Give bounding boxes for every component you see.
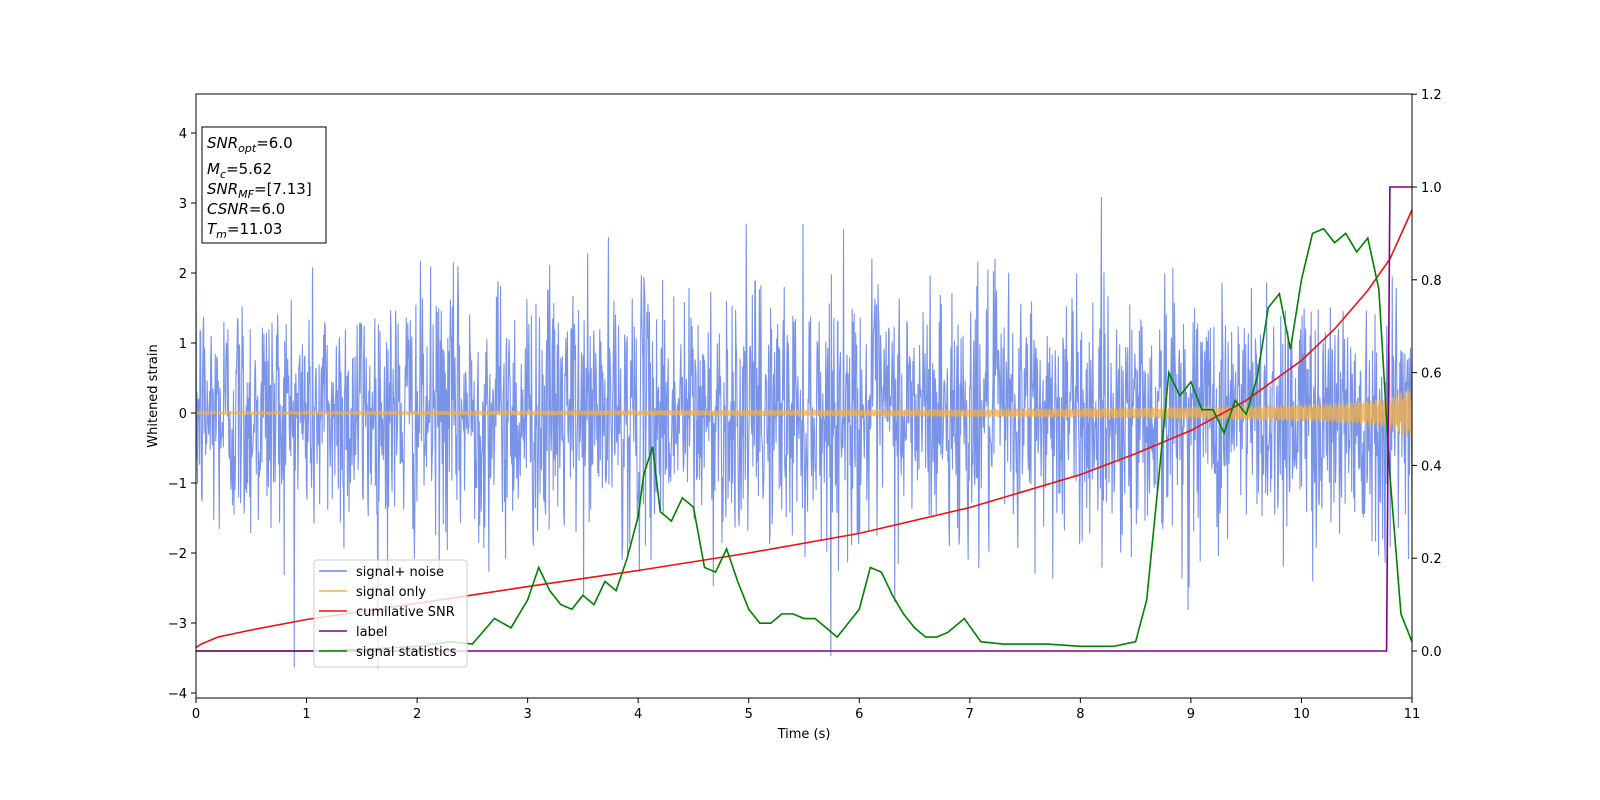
- y2-tick-label: 1.0: [1421, 181, 1442, 196]
- y-tick-label: 2: [179, 267, 187, 282]
- x-tick-label: 2: [413, 707, 421, 722]
- x-tick-label: 7: [966, 707, 974, 722]
- y2-tick-label: 0.4: [1421, 459, 1442, 474]
- y-axis-label: Whitened strain: [146, 344, 161, 447]
- signal-noise-line: [196, 196, 1412, 669]
- x-tick-label: 5: [745, 707, 753, 722]
- x-tick-label: 11: [1404, 707, 1421, 722]
- info-csnr: CSNR=6.0: [207, 200, 285, 218]
- y-tick-label: 3: [179, 197, 187, 212]
- info-box-frame: [201, 126, 327, 244]
- x-tick-label: 8: [1076, 707, 1084, 722]
- plot-area: [196, 186, 1412, 669]
- x-axis-label: Time (s): [777, 727, 831, 742]
- legend-item: label: [319, 625, 387, 640]
- y-axis-left: −4 −3 −2 −1 0 1 2 3 4: [168, 127, 196, 702]
- y2-tick-label: 0.8: [1421, 274, 1442, 289]
- signal-only-line: [196, 388, 1412, 438]
- axes-frame: [195, 93, 1413, 699]
- y2-tick-label: 0.2: [1421, 552, 1442, 567]
- legend-label: signal+ noise: [356, 565, 444, 580]
- signal-noise-series: [196, 196, 1412, 669]
- y2-tick-label: 1.2: [1421, 88, 1442, 103]
- x-tick-label: 3: [523, 707, 531, 722]
- legend-item: cumilative SNR: [319, 605, 455, 620]
- legend-item: signal+ noise: [319, 565, 444, 580]
- y-tick-label: −2: [168, 547, 187, 562]
- x-tick-label: 10: [1293, 707, 1310, 722]
- y-tick-label: 1: [179, 337, 187, 352]
- legend-label: signal only: [356, 585, 426, 600]
- legend-item: signal statistics: [319, 645, 457, 660]
- y2-tick-label: 0.6: [1421, 367, 1442, 382]
- y-tick-label: 0: [179, 407, 187, 422]
- legend: signal+ noise signal only cumilative SNR…: [313, 559, 468, 668]
- y-tick-label: 4: [179, 127, 187, 142]
- x-tick-label: 9: [1187, 707, 1195, 722]
- legend-label: signal statistics: [356, 645, 457, 660]
- info-mc: Mc=5.62: [207, 160, 272, 181]
- info-snr-opt: SNRopt=6.0: [207, 134, 293, 155]
- info-box: SNRopt=6.0 Mc=5.62 SNRMF=[7.13] CSNR=6.0…: [201, 126, 327, 244]
- x-tick-label: 1: [302, 707, 310, 722]
- y-axis-right: 0.0 0.2 0.4 0.6 0.8 1.0 1.2: [1412, 88, 1442, 660]
- y-tick-label: −1: [168, 477, 187, 492]
- signal-statistics-line: [196, 227, 1412, 652]
- cumulative-snr-line: [196, 209, 1412, 649]
- info-tm: Tm=11.03: [207, 220, 282, 241]
- legend-item: signal only: [319, 585, 426, 600]
- y-tick-label: −3: [168, 617, 187, 632]
- legend-label: cumilative SNR: [356, 605, 455, 620]
- label-line: [196, 186, 1412, 652]
- y2-tick-label: 0.0: [1421, 645, 1442, 660]
- y-tick-label: −4: [168, 687, 187, 702]
- x-tick-label: 0: [192, 707, 200, 722]
- x-tick-label: 6: [855, 707, 863, 722]
- signal-only-series: [196, 388, 1412, 438]
- x-tick-label: 4: [634, 707, 642, 722]
- x-axis: 0 1 2 3 4 5 6 7 8 9 10 11: [192, 698, 1420, 722]
- legend-frame: [313, 559, 468, 668]
- legend-label: label: [356, 625, 387, 640]
- info-snr-mf: SNRMF=[7.13]: [207, 180, 312, 201]
